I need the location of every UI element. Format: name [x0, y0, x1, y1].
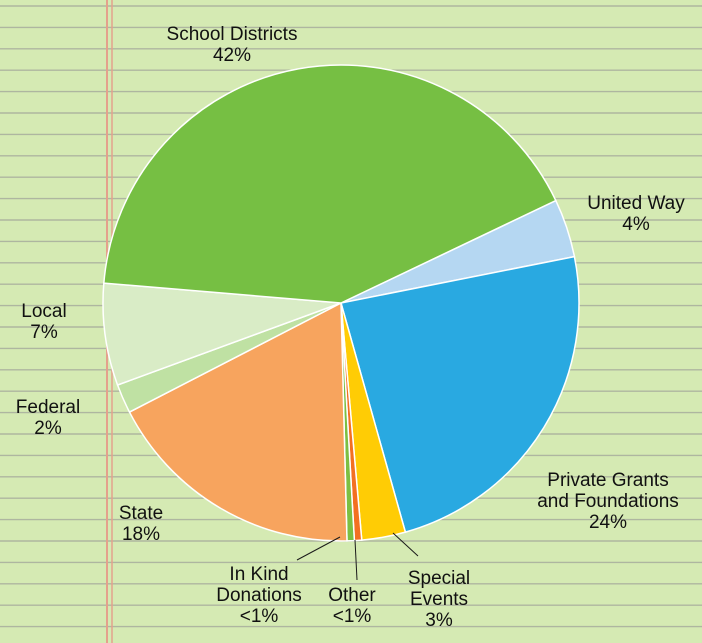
- slice-label: Local 7%: [21, 301, 66, 343]
- slice-labels: United Way 4% Private Grants and Foundation…: [16, 24, 685, 631]
- pie-slice: [128, 301, 348, 542]
- label-leader-lines: [296, 532, 419, 581]
- slice-label: State 18%: [119, 503, 163, 545]
- leader-line: [296, 536, 341, 561]
- slice-label: In Kind Donations <1%: [216, 564, 302, 627]
- pie-slice: [103, 64, 557, 304]
- slice-label: Special Events 3%: [408, 568, 470, 631]
- leader-line: [354, 539, 358, 581]
- pie-slice: [340, 255, 580, 534]
- slice-label: Private Grants and Foundations 24%: [537, 470, 679, 533]
- slice-label: United Way 4%: [587, 193, 685, 235]
- pie-slice: [102, 282, 342, 386]
- slice-label: Other <1%: [328, 585, 376, 627]
- leader-line: [392, 532, 419, 557]
- slice-label: School Districts 42%: [167, 24, 298, 66]
- slice-label: Federal 2%: [16, 397, 80, 439]
- pie-slices: [102, 64, 580, 542]
